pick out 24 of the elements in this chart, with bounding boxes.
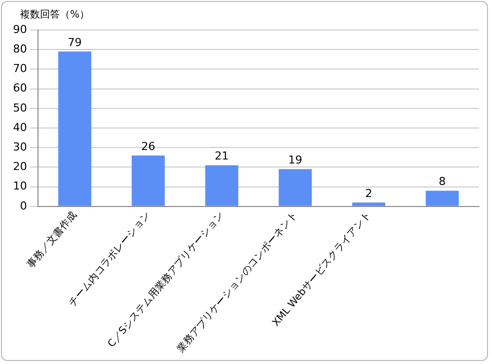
bar	[132, 155, 165, 206]
x-tick-label: 事務／文書作成	[24, 209, 80, 270]
y-tick-label: 80	[12, 42, 27, 56]
y-tick-label: 40	[12, 120, 27, 134]
bar	[352, 202, 386, 206]
data-label: 8	[438, 175, 446, 188]
y-tick-label: 10	[12, 180, 27, 193]
y-tick-label: 50	[12, 101, 27, 114]
data-label: 2	[365, 186, 372, 200]
data-label: 21	[214, 150, 229, 163]
data-label: 79	[68, 36, 82, 49]
y-tick-label: 30	[12, 140, 27, 154]
y-tick-label: 70	[12, 62, 27, 76]
y-tick-label: 90	[12, 22, 27, 36]
y-axis-title: 複数回答（%）	[20, 8, 90, 21]
bar	[278, 169, 312, 206]
data-label: 19	[288, 154, 302, 167]
y-tick-label: 20	[12, 160, 27, 174]
bar	[205, 165, 238, 206]
y-tick-label: 0	[20, 199, 27, 212]
data-label: 26	[141, 140, 156, 153]
y-tick-label: 60	[12, 82, 27, 95]
bar	[58, 52, 92, 206]
bar	[426, 190, 459, 206]
